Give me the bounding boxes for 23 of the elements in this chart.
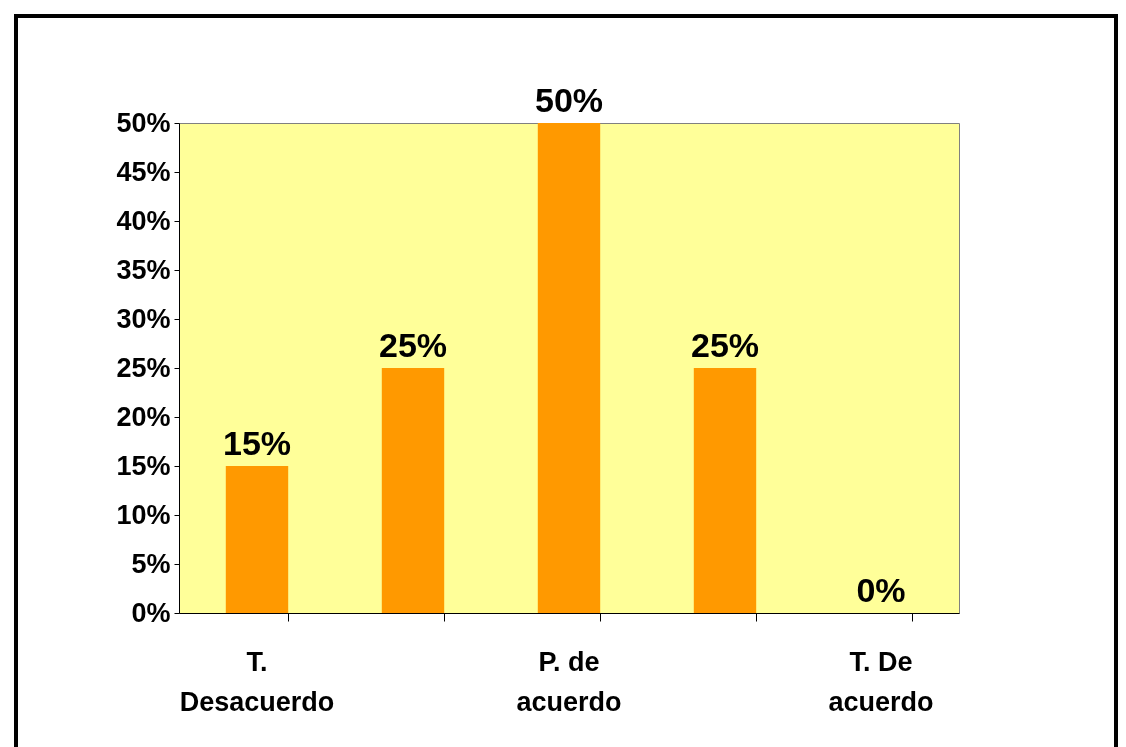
data-label: 15% — [222, 424, 292, 462]
bar — [537, 123, 601, 613]
y-tick-label: 35% — [116, 254, 171, 285]
y-tick-label: 40% — [116, 205, 171, 236]
data-label: 25% — [690, 326, 760, 364]
y-tick-label: 10% — [116, 499, 171, 530]
y-tick-label: 15% — [116, 450, 171, 481]
y-tick-label: 50% — [116, 107, 171, 138]
y-tick-label: 5% — [131, 548, 171, 579]
x-tick-label: P. de acuerdo — [516, 646, 622, 717]
y-tick-label: 0% — [131, 597, 171, 628]
x-tick-label: T. Desacuerdo — [179, 646, 335, 717]
data-label: 25% — [378, 326, 448, 364]
data-label: 0% — [856, 571, 906, 609]
y-tick-label: 45% — [116, 156, 171, 187]
bar — [225, 466, 289, 613]
y-tick-label: 25% — [116, 352, 171, 383]
data-label: 50% — [534, 81, 604, 119]
x-tick-label: T. De acuerdo — [828, 646, 934, 717]
y-tick-label: 30% — [116, 303, 171, 334]
bar — [693, 368, 757, 613]
y-tick-label: 20% — [116, 401, 171, 432]
bar — [381, 368, 445, 613]
